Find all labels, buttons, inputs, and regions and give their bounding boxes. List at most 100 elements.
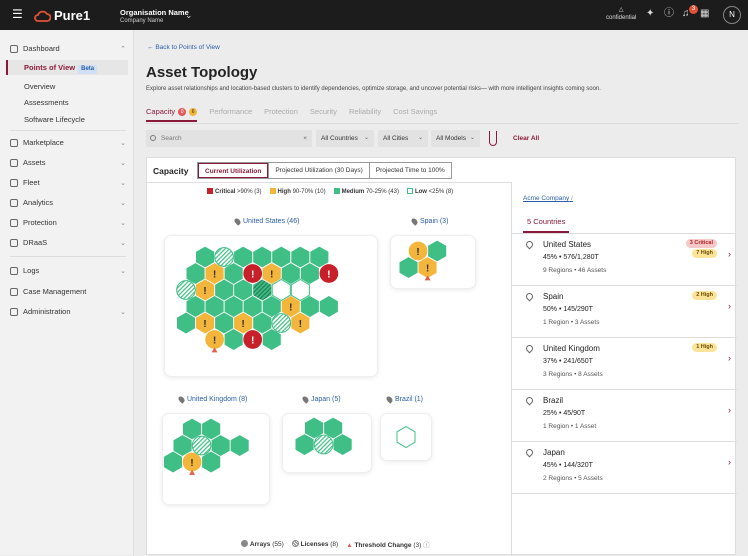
medium-array[interactable] — [300, 296, 319, 317]
license-array[interactable] — [214, 247, 234, 267]
filter-icon[interactable] — [489, 131, 497, 146]
low-array[interactable] — [271, 278, 291, 302]
high-array[interactable] — [196, 279, 215, 301]
sidebar-item-points-of-view[interactable]: Points of View Beta — [6, 60, 128, 75]
sidebar-item-software-lifecycle[interactable]: Software Lifecycle — [24, 115, 85, 124]
sidebar-item-protection[interactable]: Protection ⌄ — [10, 218, 126, 227]
chevron-right-icon[interactable]: › — [728, 353, 731, 363]
medium-array[interactable] — [215, 279, 234, 301]
country-item[interactable]: Japan 45% • 144/320T 2 Regions • 5 Assets › — [512, 442, 737, 494]
medium-array[interactable] — [202, 451, 221, 473]
medium-array[interactable] — [253, 246, 272, 268]
region-label-japan[interactable]: Japan (5) — [301, 395, 341, 404]
medium-array[interactable] — [186, 296, 205, 317]
medium-array[interactable] — [224, 296, 243, 317]
medium-array[interactable] — [224, 263, 243, 284]
region-label-us[interactable]: United States (46) — [233, 217, 299, 226]
chevron-down-icon[interactable]: ⌄ — [185, 10, 193, 20]
high-array[interactable] — [234, 312, 253, 334]
japan-cluster[interactable] — [283, 414, 371, 472]
info-icon[interactable]: ⓘ — [423, 542, 430, 549]
sparkle-icon[interactable]: ✦ — [646, 8, 655, 19]
tab-security[interactable]: Security — [309, 107, 337, 116]
clear-all-button[interactable]: Clear All — [513, 135, 540, 142]
uk-cluster[interactable]: ! — [163, 414, 269, 504]
sidebar-item-fleet[interactable]: Fleet ⌄ — [10, 178, 126, 187]
countries-dropdown[interactable]: All Countries ⌄ — [316, 130, 374, 147]
critical-array[interactable] — [319, 264, 339, 283]
region-label-brazil[interactable]: Brazil (1) — [385, 395, 423, 404]
license-array[interactable] — [271, 313, 292, 333]
sidebar-item-assessments[interactable]: Assessments — [24, 98, 69, 107]
projected-utilization-button[interactable]: Projected Utilization (30 Days) — [268, 163, 368, 178]
medium-array[interactable] — [202, 418, 221, 440]
tab-capacity[interactable]: Capacity 0 6 — [146, 107, 198, 122]
medium-array[interactable] — [234, 279, 253, 301]
avatar[interactable]: N — [723, 6, 741, 24]
sidebar-item-draas[interactable]: DRaaS ⌄ — [10, 238, 126, 247]
sidebar-item-overview[interactable]: Overview — [24, 82, 56, 91]
high-license-array[interactable] — [205, 330, 224, 349]
medium-array[interactable] — [281, 263, 300, 284]
medium-array[interactable] — [183, 418, 202, 440]
high-array[interactable] — [262, 263, 281, 284]
medium-array[interactable] — [243, 296, 262, 317]
brazil-cluster[interactable] — [381, 414, 431, 460]
tab-countries[interactable]: 5 Countries — [523, 217, 570, 233]
license-array[interactable] — [313, 434, 334, 455]
country-item[interactable]: United States 45% • 576/1,280T 9 Regions •… — [512, 234, 737, 286]
medium-array[interactable] — [272, 246, 291, 268]
low-array[interactable] — [290, 278, 310, 302]
us-cluster[interactable]: !!!!!!!!!!! — [165, 236, 377, 376]
medium-array[interactable] — [324, 417, 343, 439]
tab-protection[interactable]: Protection — [264, 107, 298, 116]
high-array[interactable] — [291, 312, 310, 334]
company-breadcrumb[interactable]: Acme Company / — [523, 195, 573, 202]
sidebar-item-marketplace[interactable]: Marketplace ⌄ — [10, 138, 126, 147]
medium-array[interactable] — [234, 246, 253, 268]
medium-array[interactable] — [428, 240, 447, 262]
critical-array[interactable] — [243, 330, 263, 349]
medium-array[interactable] — [305, 417, 324, 439]
high-array[interactable] — [196, 312, 215, 334]
medium-array[interactable] — [173, 435, 192, 456]
medium-array[interactable] — [295, 434, 314, 455]
sidebar-item-case-management[interactable]: Case Management — [10, 287, 126, 296]
sidebar-item-logs[interactable]: Logs ⌄ — [10, 266, 126, 275]
clear-search-icon[interactable]: × — [303, 135, 307, 142]
chevron-right-icon[interactable]: › — [728, 249, 731, 259]
country-item[interactable]: Brazil 25% • 45/90T 1 Region • 1 Asset › — [512, 390, 737, 442]
medium-array[interactable] — [253, 312, 272, 334]
cities-dropdown[interactable]: All Cities ⌄ — [378, 130, 428, 147]
country-item[interactable]: United Kingdom 37% • 241/650T 3 Regions • … — [512, 338, 737, 390]
high-array[interactable] — [205, 263, 224, 284]
tab-performance[interactable]: Performance — [209, 107, 253, 116]
pure1-logo[interactable]: Pure1 — [34, 8, 90, 23]
chevron-right-icon[interactable]: › — [728, 301, 731, 311]
hamburger-menu-icon[interactable]: ☰ — [12, 7, 23, 21]
apps-grid-icon[interactable]: ▦ — [700, 8, 710, 19]
medium-array[interactable] — [333, 434, 352, 455]
medium-array[interactable] — [262, 329, 281, 350]
medium-array[interactable] — [177, 312, 195, 334]
license-array[interactable] — [191, 435, 212, 456]
medium-array[interactable] — [205, 296, 224, 317]
models-dropdown[interactable]: All Models ⌄ — [431, 130, 480, 147]
medium-array[interactable] — [310, 246, 329, 268]
region-label-spain[interactable]: Spain (3) — [410, 217, 448, 226]
tab-reliability[interactable]: Reliability — [349, 107, 382, 116]
license-array[interactable] — [176, 280, 196, 300]
sidebar-item-analytics[interactable]: Analytics ⌄ — [10, 198, 126, 207]
medium-array[interactable] — [399, 257, 418, 278]
high-license-array[interactable] — [182, 452, 202, 472]
medium-array[interactable] — [291, 246, 310, 268]
critical-array[interactable] — [243, 264, 263, 283]
country-item[interactable]: Spain 50% • 145/290T 1 Region • 3 Assets 2 … — [512, 286, 737, 338]
medium-array[interactable] — [196, 246, 215, 268]
medium-array[interactable] — [230, 435, 249, 456]
help-icon[interactable]: ⓘ — [664, 8, 674, 19]
tab-cost-savings[interactable]: Cost Savings — [393, 107, 438, 116]
sidebar-item-administration[interactable]: Administration ⌄ — [10, 307, 126, 316]
medium-array[interactable] — [211, 435, 230, 456]
high-license-array[interactable] — [408, 241, 428, 261]
